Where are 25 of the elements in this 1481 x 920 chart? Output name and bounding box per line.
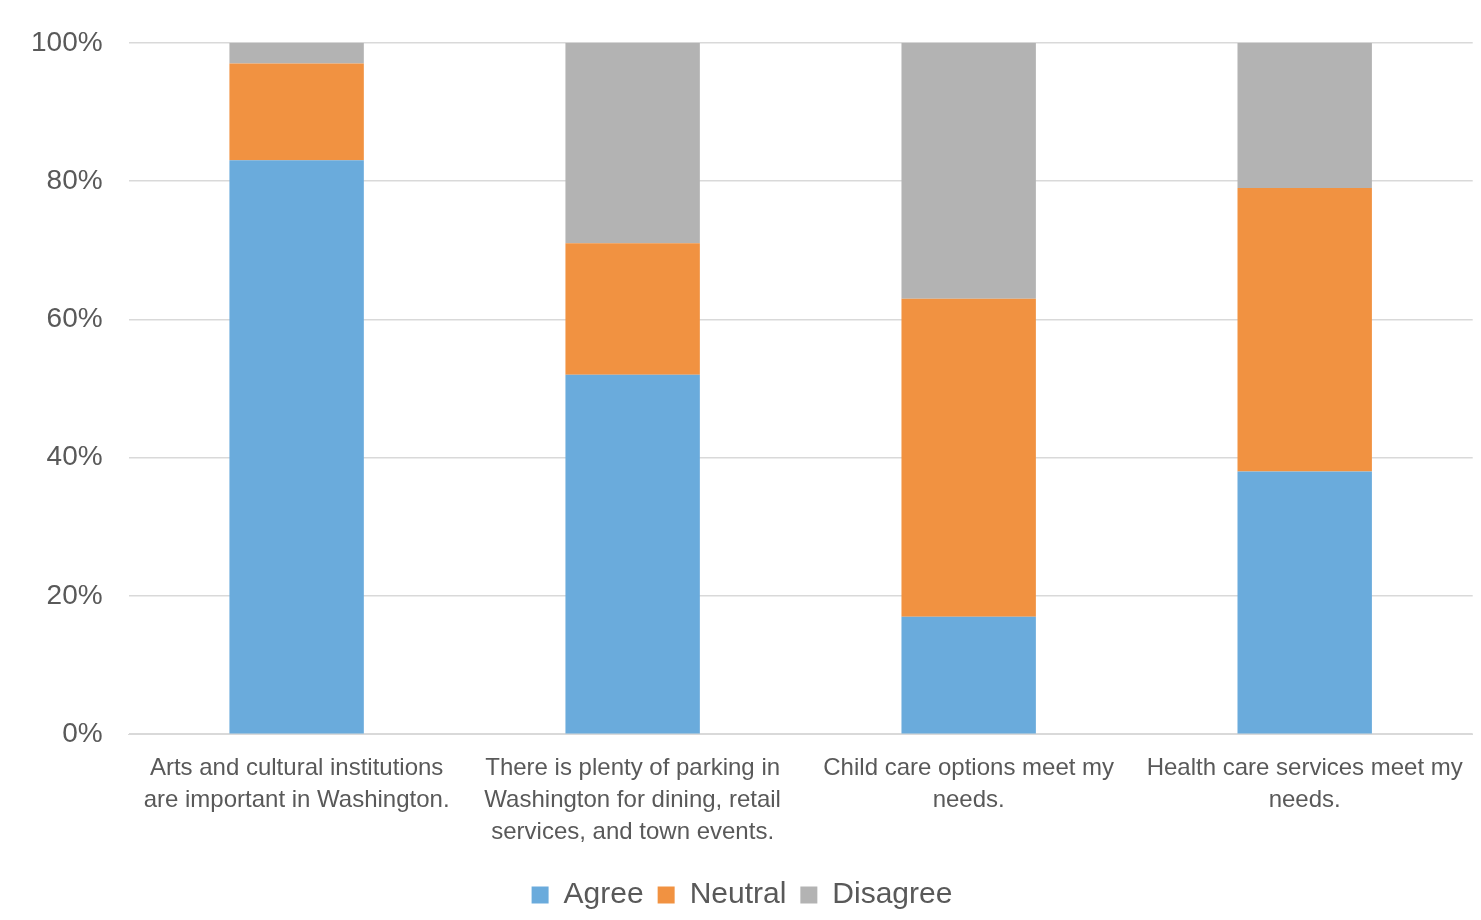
bar [901, 42, 1036, 299]
y-tick-label: 0% [62, 716, 103, 748]
bar [229, 42, 364, 64]
bar [901, 298, 1036, 617]
x-tick-label: Child care options meet my needs. [823, 752, 1115, 812]
bar [1237, 471, 1372, 734]
bar [1237, 42, 1372, 188]
y-tick-label: 80% [46, 163, 103, 195]
bar [565, 42, 700, 244]
legend-label: Neutral [689, 876, 787, 910]
y-tick-label: 20% [46, 578, 103, 610]
x-tick-label: Health care services meet my needs. [1146, 752, 1463, 812]
bar [901, 616, 1036, 734]
bar [229, 63, 364, 161]
bar [565, 243, 700, 375]
y-tick-label: 100% [30, 25, 103, 57]
legend-label: Disagree [832, 876, 953, 910]
bar [229, 160, 364, 734]
y-tick-label: 60% [46, 302, 103, 334]
bar [1237, 188, 1372, 472]
x-tick-label: There is plenty of parking in Washington for dining, retail services, and town events. [484, 752, 781, 844]
legend-label: Agree [563, 876, 644, 910]
bar [565, 374, 700, 734]
x-tick-label: Arts and cultural institutions are important in Washington. [143, 752, 450, 812]
y-tick-label: 40% [46, 440, 103, 472]
